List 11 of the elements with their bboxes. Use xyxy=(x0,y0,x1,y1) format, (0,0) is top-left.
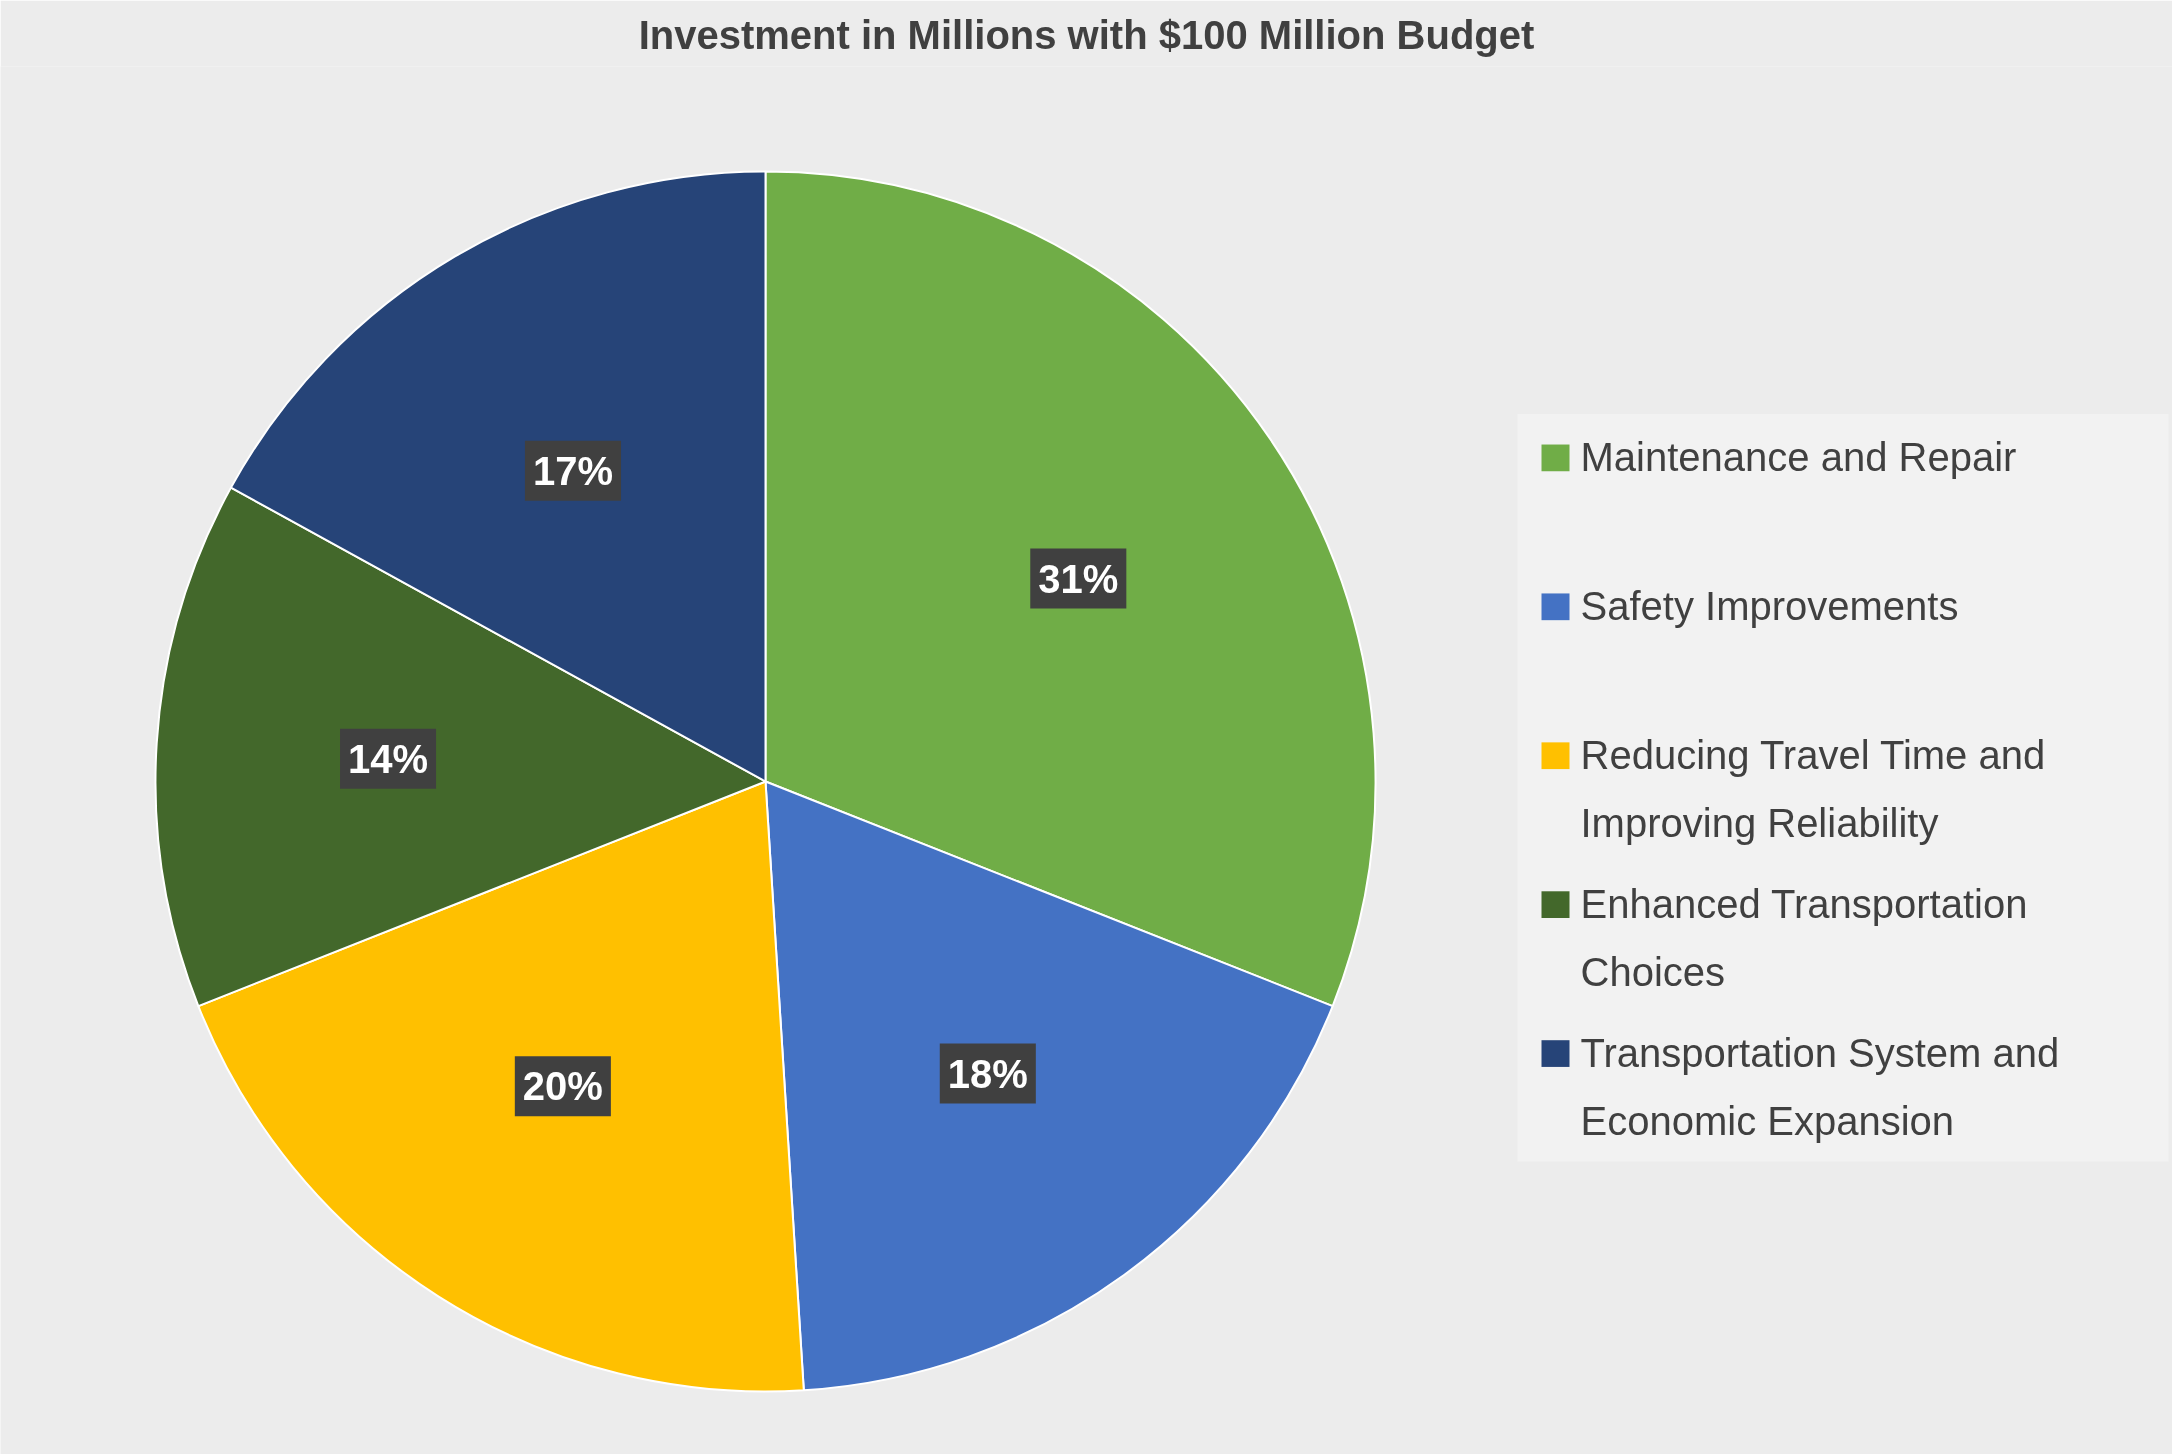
data-label: 17% xyxy=(532,448,614,493)
data-label: 20% xyxy=(522,1064,603,1109)
data-label: 18% xyxy=(947,1051,1028,1096)
legend-label: Enhanced Transportation Choices xyxy=(1580,881,2028,994)
data-label: 31% xyxy=(1038,556,1119,601)
data-label: 14% xyxy=(348,736,429,781)
legend-label: Reducing Travel Time and Improving Reliability xyxy=(1580,732,2046,846)
legend-label: Maintenance and Repair xyxy=(1580,434,2017,479)
legend-label: Transportation System and Economic Expansion xyxy=(1580,1030,2060,1143)
legend-label: Safety Improvements xyxy=(1580,583,1959,628)
chart-title: Investment in Millions with $100 Million Budget xyxy=(638,12,1535,57)
